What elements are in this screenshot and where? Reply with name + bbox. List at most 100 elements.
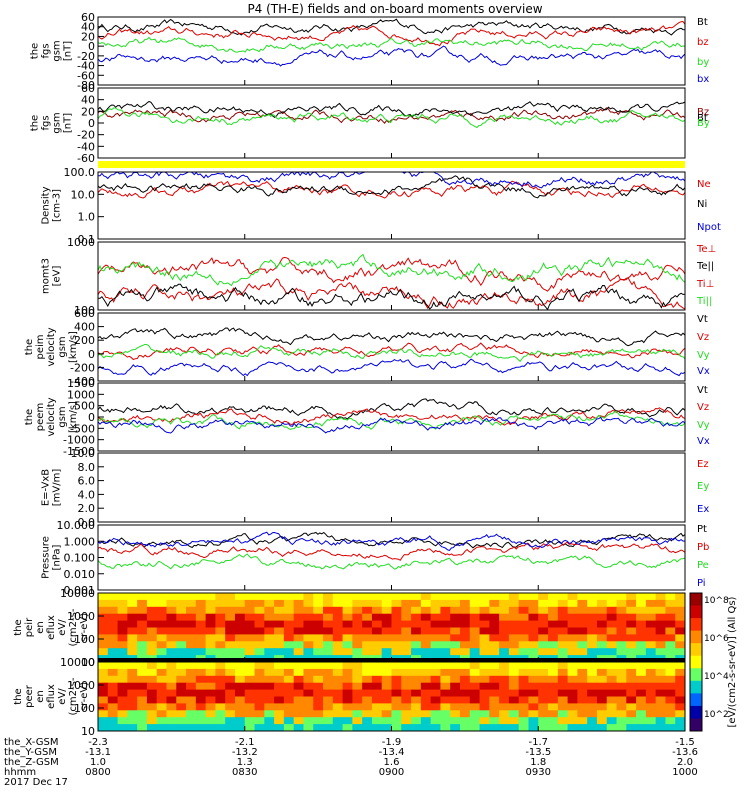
peer-heatmap-cell	[146, 703, 158, 711]
peir-heatmap-cell	[205, 620, 216, 628]
peir-heatmap-cell	[548, 620, 559, 628]
colorbar-cell	[690, 618, 702, 632]
peir-heatmap-cell	[205, 593, 216, 601]
peir-heatmap-cell	[215, 593, 226, 601]
peer-heatmap-cell	[675, 662, 686, 670]
peer-heatmap-cell	[606, 696, 618, 704]
peir-heatmap-cell	[205, 627, 216, 635]
fgs2-legend-Bz: Bz	[697, 107, 709, 118]
peer-heatmap-cell	[665, 724, 676, 732]
peir-heatmap-cell	[528, 613, 539, 622]
peem-ylabel: velocity	[46, 397, 57, 436]
peir-heatmap-cell	[645, 634, 657, 642]
peer-heatmap-cell	[225, 724, 236, 732]
peir-heatmap-cell	[518, 634, 529, 642]
peer-heatmap-cell	[567, 662, 578, 670]
peim-legend-Vt: Vt	[697, 314, 708, 325]
fgs-ytick-label: 40	[81, 21, 95, 34]
peir-heatmap-cell	[587, 627, 598, 635]
peer-heatmap-cell	[675, 689, 686, 697]
peir-heatmap-cell	[499, 634, 510, 642]
ephemeris-value: -13.6	[672, 747, 698, 758]
peer-heatmap-cell	[283, 696, 295, 704]
peir-heatmap-cell	[352, 648, 363, 656]
peer-heatmap-cell	[195, 724, 207, 732]
peer-heatmap-cell	[440, 710, 451, 718]
peir-heatmap-cell	[362, 593, 373, 601]
peir-heatmap-cell	[391, 613, 402, 622]
peir-heatmap-cell	[655, 599, 666, 608]
peir-heatmap-cell	[332, 641, 344, 649]
peer-heatmap-cell	[450, 710, 461, 718]
peir-heatmap-cell	[606, 641, 618, 649]
peir-heatmap-cell	[362, 648, 373, 656]
peer-heatmap-cell	[254, 662, 265, 670]
peir-heatmap-cell	[567, 641, 578, 649]
peir-heatmap-cell	[244, 620, 256, 628]
peir-heatmap-cell	[626, 634, 637, 642]
peir-heatmap-cell	[401, 634, 412, 642]
peer-heatmap-cell	[264, 662, 275, 670]
peir-heatmap-cell	[606, 606, 618, 615]
efield-ytick-label: 0.0	[78, 516, 96, 529]
peir-heatmap-cell	[557, 606, 569, 615]
peer-heatmap-cell	[264, 682, 275, 691]
peer-heatmap-cell	[244, 696, 256, 704]
peir-heatmap-cell	[371, 641, 383, 649]
peir-heatmap-cell	[127, 613, 138, 622]
peer-heatmap-cell	[636, 662, 647, 670]
peir-heatmap-cell	[107, 641, 119, 649]
peir-heatmap-cell	[127, 599, 138, 608]
peir-heatmap-cell	[665, 606, 676, 615]
peer-heatmap-cell	[411, 682, 422, 691]
peer-heatmap-cell	[107, 689, 119, 697]
peir-heatmap-cell	[508, 613, 520, 622]
peer-heatmap-cell	[186, 696, 197, 704]
peir-heatmap-cell	[557, 641, 569, 649]
peer-heatmap-cell	[254, 675, 265, 684]
peer-heatmap-cell	[254, 668, 265, 677]
peir-heatmap-cell	[626, 641, 637, 649]
ephemeris-value: -2.3	[88, 737, 108, 748]
fgs-ytick-label: 20	[81, 30, 95, 43]
peir-heatmap-cell	[596, 648, 608, 656]
peer-heatmap-cell	[616, 696, 627, 704]
peer-heatmap-cell	[166, 710, 177, 718]
peir-heatmap-cell	[264, 593, 275, 601]
peir-heatmap-cell	[430, 641, 441, 649]
peir-heatmap-cell	[587, 634, 598, 642]
fgs-ytick-label: -80	[77, 79, 95, 92]
peer-ylabel: en	[35, 690, 46, 703]
peer-heatmap-cell	[430, 717, 441, 725]
fgs-series-bz	[97, 20, 686, 47]
fgs2-ytick-label: -60	[77, 152, 95, 165]
peir-heatmap-cell	[577, 599, 588, 608]
peer-heatmap-cell	[332, 717, 344, 725]
peer-heatmap-cell	[420, 689, 432, 697]
peir-heatmap-cell	[499, 599, 510, 608]
peer-heatmap-cell	[469, 724, 481, 732]
peir-heatmap-cell	[254, 641, 265, 649]
peer-heatmap-cell	[489, 689, 500, 697]
peer-ylabel: eV/	[57, 688, 68, 705]
temp-series-Te⊥	[97, 277, 686, 310]
peer-heatmap-cell	[234, 696, 246, 704]
peer-heatmap-cell	[645, 668, 657, 677]
peer-heatmap-cell	[557, 682, 569, 691]
colorbar-label: [eV/(cm2-s-sr-eV)] (All Qs)	[727, 596, 738, 727]
peir-heatmap-cell	[186, 634, 197, 642]
peer-heatmap-cell	[479, 668, 490, 677]
peer-heatmap-cell	[234, 703, 246, 711]
peir-heatmap-cell	[391, 634, 402, 642]
peir-heatmap-cell	[479, 620, 490, 628]
peer-ylabel: the	[13, 688, 24, 704]
temp-legend-Ti||: Ti||	[696, 296, 712, 307]
peir-heatmap-cell	[352, 593, 363, 601]
peir-heatmap-cell	[323, 627, 334, 635]
efield-legend-Ey: Ey	[697, 481, 709, 492]
peer-heatmap-cell	[411, 717, 422, 725]
peer-heatmap-cell	[371, 689, 383, 697]
peer-heatmap-cell	[596, 675, 608, 684]
peer-heatmap-cell	[391, 689, 402, 697]
peir-ytick-label: 1000	[67, 610, 95, 623]
